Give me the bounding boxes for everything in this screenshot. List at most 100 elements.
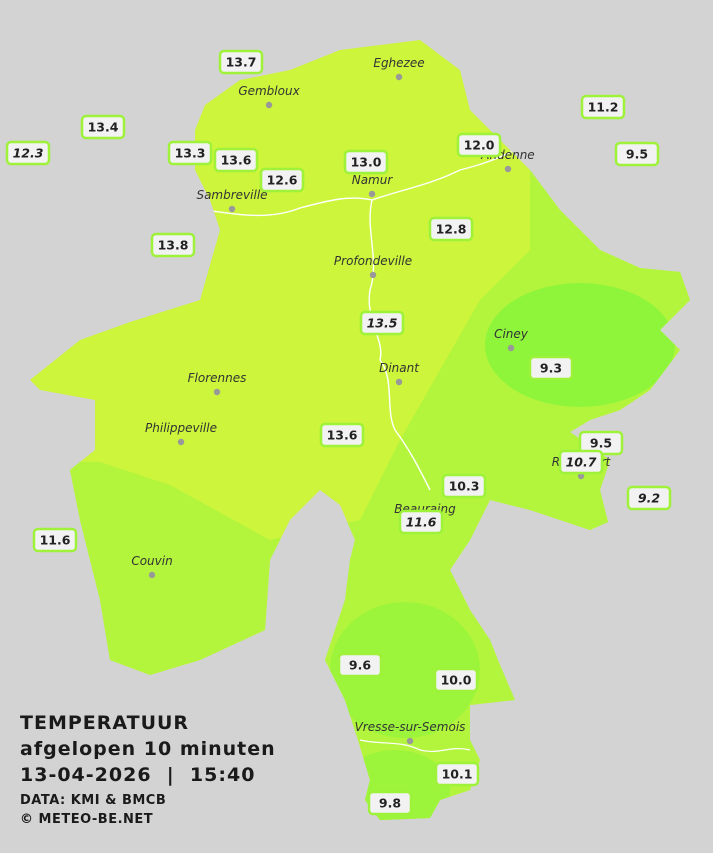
station: 13.6 — [213, 147, 259, 173]
station-box — [218, 49, 264, 75]
station: 9.5 — [614, 141, 660, 167]
station-value: 11.6 — [406, 515, 437, 530]
city-dot — [395, 73, 403, 81]
station-value: 13.6 — [221, 153, 252, 168]
station: 13.5 — [359, 310, 405, 336]
station: 10.3 — [441, 473, 487, 499]
station-box — [343, 149, 389, 175]
station: 12.3 — [5, 140, 51, 166]
city-name: Vresse-sur-Semois — [355, 720, 466, 734]
station: 10.1 — [434, 761, 480, 787]
zone-darkgreen — [340, 750, 450, 820]
station-box — [167, 140, 213, 166]
station-value: 13.0 — [351, 155, 382, 170]
station-value: 13.6 — [327, 428, 358, 443]
zone-darkgreen — [330, 602, 480, 738]
station-box — [259, 167, 305, 193]
station-box — [398, 509, 444, 535]
station-value: 10.7 — [566, 455, 597, 470]
station: 13.3 — [167, 140, 213, 166]
station-box — [441, 473, 487, 499]
station-value: 13.7 — [226, 55, 257, 70]
station-box — [456, 132, 502, 158]
legend-timestamp: 13-04-2026 | 15:40 — [20, 764, 255, 786]
river — [359, 739, 471, 753]
legend-subtitle: afgelopen 10 minuten — [20, 738, 276, 760]
city-name: Dinant — [379, 361, 420, 375]
station-box — [80, 114, 126, 140]
city-dot — [265, 101, 273, 109]
station-box — [434, 761, 480, 787]
station-box — [626, 485, 672, 511]
city-dot — [213, 388, 221, 396]
station-value: 9.2 — [638, 491, 660, 506]
legend-title: TEMPERATUUR — [20, 712, 189, 734]
station-value: 13.5 — [367, 316, 398, 331]
city-dot — [368, 190, 376, 198]
station-value: 10.1 — [442, 767, 473, 782]
station-value: 9.5 — [626, 147, 648, 162]
city-name: Namur — [352, 173, 394, 187]
station-box — [5, 140, 51, 166]
city-name: Philippeville — [145, 421, 217, 435]
city-name: Florennes — [188, 371, 247, 385]
city-dot — [369, 271, 377, 279]
station-box — [32, 527, 78, 553]
station-box — [319, 422, 365, 448]
station: 12.0 — [456, 132, 502, 158]
city-dot — [507, 344, 515, 352]
city-name: Profondeville — [334, 254, 412, 268]
station-value: 9.8 — [379, 796, 401, 811]
station: 12.8 — [428, 216, 474, 242]
station-value: 13.8 — [158, 238, 189, 253]
cities: EghezeeGemblouxAndenneNamurSambrevillePr… — [131, 56, 612, 745]
city-dot — [577, 472, 585, 480]
city-name: Couvin — [131, 554, 172, 568]
station-value: 13.3 — [175, 146, 206, 161]
city-name: Eghezee — [373, 56, 424, 70]
station: 10.0 — [433, 667, 479, 693]
station: 9.8 — [367, 790, 413, 816]
station-box — [614, 141, 660, 167]
city-dot — [148, 571, 156, 579]
station-box — [428, 216, 474, 242]
legend: TEMPERATUUR afgelopen 10 minuten 13-04-2… — [20, 712, 276, 827]
legend-source: DATA: KMI & BMCB — [20, 793, 166, 808]
station-box — [359, 310, 405, 336]
station: 13.6 — [319, 422, 365, 448]
station-value: 12.3 — [13, 146, 44, 161]
station: 9.2 — [626, 485, 672, 511]
station-value: 12.0 — [464, 138, 495, 153]
legend-copyright: © METEO-BE.NET — [20, 812, 153, 827]
city-name: Gembloux — [238, 84, 300, 98]
station-value: 10.0 — [441, 673, 472, 688]
station: 11.6 — [398, 509, 444, 535]
station: 11.6 — [32, 527, 78, 553]
station: 9.3 — [528, 355, 574, 381]
station: 11.2 — [580, 94, 626, 120]
station-value: 11.2 — [588, 100, 619, 115]
city-dot — [406, 737, 414, 745]
station-value: 9.5 — [590, 436, 612, 451]
city-dot — [504, 165, 512, 173]
station-box — [213, 147, 259, 173]
city-dot — [177, 438, 185, 446]
station-box — [580, 94, 626, 120]
station-box — [150, 232, 196, 258]
city-name: Sambreville — [196, 188, 267, 202]
station-value: 12.6 — [267, 173, 298, 188]
stations: 13.7 13.4 12.3 13.3 13.6 12.6 13.0 12.0 11.2 9.5 1… — [5, 49, 672, 816]
city-dot — [228, 205, 236, 213]
station-box — [558, 449, 604, 475]
station: 13.4 — [80, 114, 126, 140]
station-value: 9.3 — [540, 361, 562, 376]
station-value: 12.8 — [436, 222, 467, 237]
station-box — [337, 652, 383, 678]
station-value: 13.4 — [88, 120, 119, 135]
station: 13.0 — [343, 149, 389, 175]
station-box — [367, 790, 413, 816]
station-box — [528, 355, 574, 381]
station-value: 11.6 — [40, 533, 71, 548]
river — [368, 199, 431, 491]
